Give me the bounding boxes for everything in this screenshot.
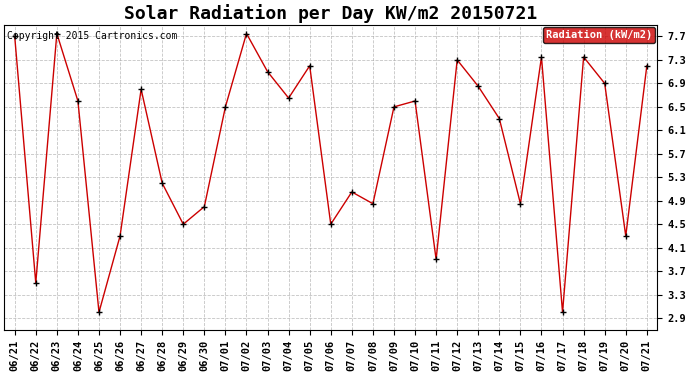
- Title: Solar Radiation per Day KW/m2 20150721: Solar Radiation per Day KW/m2 20150721: [124, 4, 538, 23]
- Legend: Radiation (kW/m2): Radiation (kW/m2): [543, 27, 655, 43]
- Text: Copyright 2015 Cartronics.com: Copyright 2015 Cartronics.com: [8, 31, 178, 41]
